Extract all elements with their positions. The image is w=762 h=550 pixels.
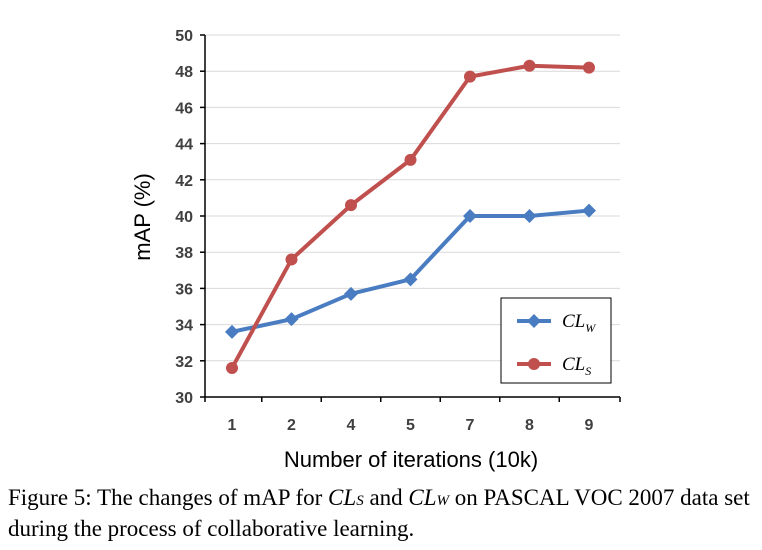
caption-text-1: The changes of mAP for — [97, 485, 323, 510]
series-CL-W — [225, 203, 596, 339]
caption-text-2: on PASCAL VOC 2007 data set during the p… — [8, 485, 750, 541]
data-point — [226, 362, 238, 375]
x-tick-label: 2 — [287, 417, 296, 434]
legend-label-subscript: W — [585, 321, 596, 335]
data-point — [464, 70, 476, 83]
y-axis-title: mAP (%) — [130, 173, 155, 261]
series-CL-S — [226, 59, 595, 375]
data-point — [285, 253, 298, 266]
data-point — [522, 209, 537, 223]
y-tick-label: 44 — [175, 137, 193, 154]
data-point — [344, 286, 358, 301]
x-tick-label: 1 — [228, 417, 237, 434]
x-tick-labels: 1 2 4 5 7 8 9 — [228, 417, 594, 434]
y-tick-label: 32 — [175, 354, 193, 371]
data-point — [463, 209, 477, 223]
y-tick-label: 38 — [175, 245, 193, 262]
caption-math-1: CL — [328, 485, 357, 510]
data-point — [583, 61, 595, 74]
y-tick-label: 30 — [175, 390, 193, 407]
legend-label-subscript: S — [585, 364, 591, 378]
caption-math-1-sub: S — [356, 493, 364, 509]
y-tick-label: 42 — [175, 173, 193, 190]
figure-caption: Figure 5: The changes of mAP for CLS and… — [8, 484, 758, 543]
caption-label: Figure 5: — [8, 485, 92, 510]
caption-and: and — [369, 485, 403, 510]
x-tick-label: 8 — [525, 417, 534, 434]
y-tick-label: 36 — [175, 281, 193, 298]
x-axis-title: Number of iterations (10k) — [284, 447, 538, 472]
data-point — [284, 312, 299, 327]
series-group — [225, 59, 596, 375]
y-tick-label: 50 — [175, 28, 193, 45]
data-point — [225, 324, 239, 339]
x-tick-label: 9 — [585, 417, 594, 434]
caption-math-2: CL — [408, 485, 437, 510]
caption-math-2-sub: W — [436, 493, 450, 509]
legend-swatch-marker — [528, 358, 540, 370]
y-tick-label: 34 — [175, 318, 193, 335]
line-chart: 30 32 34 36 38 40 42 44 46 48 50 1 2 4 5 7 8 9 Number of… — [130, 28, 621, 472]
data-point — [523, 59, 536, 72]
y-tick-label: 46 — [175, 100, 193, 117]
x-tick-label: 7 — [466, 417, 475, 434]
data-point — [404, 153, 417, 166]
y-tick-label: 48 — [175, 64, 193, 81]
x-tick-label: 5 — [406, 417, 415, 434]
axes — [200, 34, 621, 402]
y-tick-labels: 30 32 34 36 38 40 42 44 46 48 50 — [175, 28, 193, 407]
legend-box — [500, 297, 612, 384]
legend-swatch-marker — [527, 314, 541, 328]
data-point — [582, 203, 596, 218]
data-point — [403, 272, 418, 287]
x-tick-label: 4 — [347, 417, 356, 434]
y-tick-label: 40 — [175, 209, 193, 226]
data-point — [345, 199, 357, 212]
